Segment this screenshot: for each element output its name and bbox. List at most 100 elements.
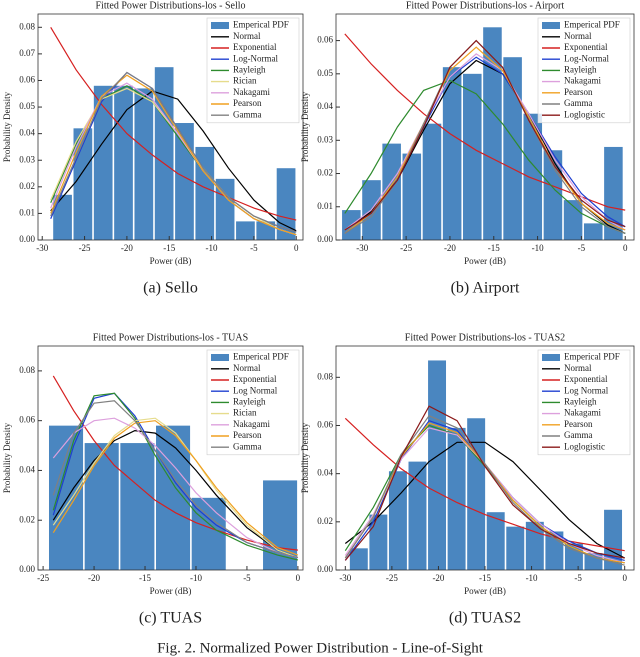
y-tick-label: 0.06 <box>317 420 333 430</box>
legend-label: Log-Normal <box>564 53 609 63</box>
bar <box>483 27 502 241</box>
legend-label: Rayleigh <box>564 396 597 406</box>
y-tick-label: 0.08 <box>19 21 35 31</box>
chart-caption: (b) Airport <box>451 280 520 297</box>
x-tick-label: -10 <box>532 243 544 253</box>
bar <box>114 85 133 240</box>
fit-curve <box>344 39 626 231</box>
x-tick-label: -10 <box>190 573 202 583</box>
fit-curve <box>344 405 625 561</box>
legend-label: Gamma <box>233 109 262 119</box>
y-axis-label: Probability Density <box>300 91 310 162</box>
y-tick-label: 0.06 <box>317 35 333 45</box>
x-tick-label: 0 <box>296 573 301 583</box>
y-tick-label: 0.00 <box>317 564 333 574</box>
x-tick-label: -10 <box>526 573 538 583</box>
x-tick-label: -30 <box>339 573 351 583</box>
bar <box>195 146 215 240</box>
legend-swatch <box>211 22 229 29</box>
y-axis-label: Probability Density <box>2 422 12 493</box>
chart: Fitted Power Distributions-los - TUAS2 (d… <box>300 332 635 627</box>
bar <box>48 425 84 570</box>
bar <box>120 443 155 570</box>
fit-curve <box>50 90 297 232</box>
x-tick-label: -25 <box>79 243 91 253</box>
fit-curve <box>344 53 626 231</box>
legend-label: Pearson <box>564 419 593 429</box>
x-tick-label: -5 <box>243 573 251 583</box>
bar <box>53 194 72 240</box>
bar <box>388 471 407 570</box>
x-tick-label: -20 <box>444 243 456 253</box>
x-tick-label: -5 <box>578 243 586 253</box>
legend-label: Nakagami <box>233 87 270 97</box>
plot-frame <box>335 13 635 241</box>
bar <box>463 73 482 240</box>
y-tick-label: 0.00 <box>317 234 333 244</box>
chart-title: Fitted Power Distributions-los - TUAS <box>93 332 248 343</box>
x-tick-label: -5 <box>250 243 258 253</box>
x-tick-label: 0 <box>622 573 627 583</box>
legend-label: Nakagami <box>564 408 601 418</box>
plot-frame <box>37 345 304 571</box>
x-tick-label: -15 <box>163 243 175 253</box>
legend-label: Log Normal <box>564 385 609 395</box>
legend-label: Emperical PDF <box>233 352 289 362</box>
bar <box>134 88 154 241</box>
legend-label: Normal <box>564 31 592 41</box>
legend-label: Loglogistic <box>564 109 605 119</box>
y-tick-label: 0.06 <box>19 415 35 425</box>
legend-label: Exponential <box>564 42 608 52</box>
bar <box>408 461 427 570</box>
chart-caption: (d) TUAS2 <box>449 610 521 627</box>
y-tick-label: 0.02 <box>317 516 333 526</box>
y-tick-label: 0.06 <box>19 75 35 85</box>
x-tick-label: -30 <box>356 243 368 253</box>
y-tick-label: 0.02 <box>317 168 333 178</box>
legend-label: Gamma <box>564 430 593 440</box>
legend-label: Normal <box>233 31 261 41</box>
fit-curve <box>50 74 297 236</box>
fit-curve <box>344 79 626 234</box>
bar <box>84 443 119 570</box>
y-tick-label: 0.04 <box>19 128 35 138</box>
bar <box>467 418 486 570</box>
legend-label: Log Normal <box>233 385 278 395</box>
fit-curve <box>52 429 299 559</box>
legend-label: Emperical PDF <box>564 20 620 30</box>
legend-swatch <box>542 22 560 29</box>
bar <box>447 427 466 570</box>
fit-curve <box>52 417 299 559</box>
y-tick-label: 0.03 <box>19 154 35 164</box>
chart: Fitted Power Distributions-los - TUAS (c)… <box>2 332 304 627</box>
bar <box>369 514 388 570</box>
x-tick-label: -20 <box>88 573 100 583</box>
chart-caption: (a) Sello <box>143 280 198 297</box>
bar <box>506 526 525 570</box>
y-tick-label: 0.02 <box>19 181 35 191</box>
chart-caption: (c) TUAS <box>139 610 202 627</box>
fit-curve <box>344 441 625 559</box>
bar <box>583 223 603 240</box>
y-tick-label: 0.08 <box>317 371 333 381</box>
legend-label: Emperical PDF <box>564 352 620 362</box>
legend-swatch <box>542 354 560 361</box>
fit-curve <box>52 392 299 561</box>
legend-label: Exponential <box>233 42 277 52</box>
x-axis-label: Power (dB) <box>464 586 506 596</box>
y-tick-label: 0.08 <box>19 365 35 375</box>
fit-curve <box>50 71 297 233</box>
fit-curve <box>344 46 626 234</box>
bar <box>402 153 422 240</box>
legend-label: Nakagami <box>564 76 601 86</box>
x-tick-label: 0 <box>623 243 628 253</box>
y-tick-label: 0.00 <box>19 234 35 244</box>
x-tick-label: -15 <box>488 243 500 253</box>
figure-caption: Fig. 2. Normalized Power Distribution - … <box>157 640 484 656</box>
legend-label: Rician <box>233 408 257 418</box>
x-axis-label: Power (dB) <box>150 256 192 266</box>
legend-label: Normal <box>564 363 592 373</box>
y-tick-label: 0.07 <box>19 48 35 58</box>
x-axis-label: Power (dB) <box>150 586 192 596</box>
chart-title: Fitted Power Distributions-los - TUAS2 <box>405 332 565 343</box>
